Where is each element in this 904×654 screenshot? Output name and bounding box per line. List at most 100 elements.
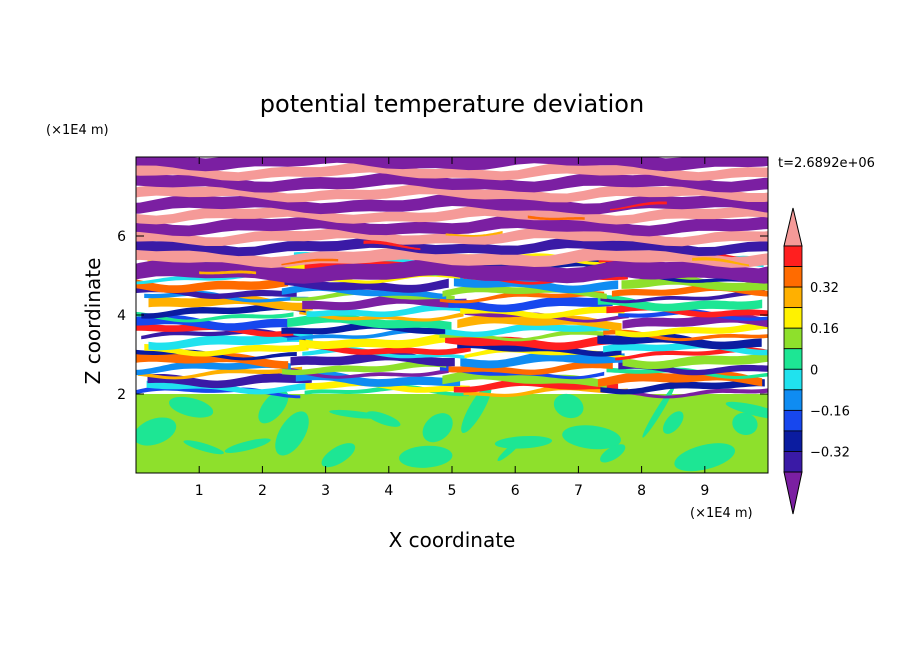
x-axis-label: X coordinate bbox=[389, 528, 516, 552]
upper-filament bbox=[692, 257, 749, 267]
boundary-eddy bbox=[642, 385, 675, 438]
boundary-eddy bbox=[600, 444, 626, 463]
colorbar-segment bbox=[783, 430, 803, 452]
mid-band bbox=[136, 352, 289, 369]
mid-band bbox=[281, 321, 446, 335]
boundary-eddy bbox=[732, 412, 758, 436]
mid-band bbox=[460, 351, 625, 369]
mid-band bbox=[620, 271, 768, 284]
colorbar: 0.32 0.16 0 −0.16 −0.32 bbox=[783, 207, 850, 515]
mid-band bbox=[453, 378, 619, 393]
time-label: t=2.6892e+06 bbox=[778, 156, 875, 171]
boundary-eddy bbox=[321, 443, 356, 468]
boundary-eddy bbox=[366, 411, 401, 427]
mid-band bbox=[136, 311, 294, 323]
colorbar-segment bbox=[783, 368, 803, 391]
boundary-eddy bbox=[422, 413, 453, 443]
upper-filament bbox=[363, 240, 421, 251]
colorbar-segment bbox=[783, 389, 803, 411]
colorbar-tick-label: −0.32 bbox=[810, 445, 850, 460]
boundary-eddy bbox=[725, 401, 768, 420]
upper-filament bbox=[199, 270, 257, 275]
upper-band bbox=[136, 171, 768, 193]
mid-band bbox=[136, 322, 294, 337]
mid-band bbox=[281, 359, 447, 376]
colorbar-segment bbox=[783, 409, 803, 432]
colorbar-segment bbox=[783, 451, 803, 473]
y-axis-unit: (×1E4 m) bbox=[46, 123, 109, 138]
x-tick-label: 9 bbox=[700, 483, 709, 499]
boundary-eddy bbox=[224, 438, 271, 453]
x-tick-label: 4 bbox=[384, 483, 393, 499]
upper-filament bbox=[281, 258, 339, 266]
colorbar-tick-label: 0.16 bbox=[810, 322, 839, 337]
mid-band bbox=[606, 367, 768, 379]
chart-title: potential temperature deviation bbox=[260, 90, 644, 118]
colorbar-tick-label: 0 bbox=[810, 363, 818, 378]
mid-band bbox=[600, 379, 765, 395]
mid-band bbox=[439, 330, 604, 342]
upper-filament bbox=[610, 201, 667, 211]
x-tick-label: 1 bbox=[195, 483, 204, 499]
mid-band bbox=[299, 309, 464, 322]
mid-band bbox=[622, 352, 768, 370]
mid-band bbox=[615, 321, 768, 338]
boundary-eddy bbox=[168, 396, 214, 418]
colorbar-tick-label: −0.16 bbox=[810, 404, 850, 419]
x-axis: 1 2 3 4 5 6 7 8 9 bbox=[195, 157, 709, 499]
upper-band bbox=[136, 183, 768, 203]
mid-band bbox=[457, 313, 622, 331]
boundary-eddy bbox=[674, 443, 736, 472]
colorbar-segment bbox=[783, 348, 803, 370]
y-tick-label: 2 bbox=[117, 387, 126, 403]
mid-band bbox=[448, 361, 613, 375]
x-axis-unit: (×1E4 m) bbox=[690, 506, 753, 521]
boundary-layer bbox=[136, 394, 768, 473]
colorbar-segment bbox=[783, 266, 803, 288]
boundary-eddy bbox=[461, 384, 492, 434]
boundary-eddy bbox=[399, 445, 453, 468]
colorbar-tick-label: 0.32 bbox=[810, 281, 839, 296]
x-tick-label: 5 bbox=[448, 483, 457, 499]
mid-band bbox=[611, 388, 768, 399]
colorbar-segment bbox=[783, 245, 803, 267]
boundary-eddy bbox=[275, 411, 309, 456]
mid-band bbox=[136, 276, 289, 293]
x-tick-label: 7 bbox=[574, 483, 583, 499]
mid-band bbox=[597, 295, 763, 312]
heatmap-field bbox=[136, 157, 768, 473]
y-axis: 2 4 6 bbox=[117, 229, 768, 403]
upper-band bbox=[136, 215, 768, 237]
upper-band bbox=[136, 161, 768, 181]
mid-band bbox=[290, 350, 455, 367]
mid-band bbox=[448, 296, 613, 313]
colorbar-extend-top bbox=[783, 207, 803, 247]
y-tick-label: 4 bbox=[117, 308, 126, 324]
x-tick-label: 8 bbox=[637, 483, 646, 499]
mid-band bbox=[445, 323, 610, 337]
x-tick-label: 2 bbox=[258, 483, 267, 499]
boundary-eddy bbox=[183, 440, 224, 455]
mid-band bbox=[304, 384, 469, 397]
y-axis-label: Z coordinate bbox=[81, 258, 105, 385]
upper-band bbox=[136, 258, 768, 284]
colorbar-extend-bottom bbox=[783, 471, 803, 515]
y-tick-label: 6 bbox=[117, 229, 126, 245]
x-tick-label: 6 bbox=[511, 483, 520, 499]
colorbar-segment bbox=[783, 307, 803, 329]
colorbar-segment bbox=[783, 286, 803, 309]
mid-band bbox=[284, 275, 449, 293]
mid-band bbox=[618, 309, 768, 321]
upper-band bbox=[136, 237, 768, 257]
colorbar-segment bbox=[783, 327, 803, 350]
upper-filament bbox=[527, 215, 585, 221]
upper-filament bbox=[445, 231, 503, 237]
mid-band bbox=[600, 289, 765, 304]
boundary-eddy bbox=[329, 409, 381, 419]
x-tick-label: 3 bbox=[321, 483, 330, 499]
boundary-eddy bbox=[136, 417, 177, 446]
mid-band bbox=[295, 370, 461, 387]
boundary-eddy bbox=[562, 425, 621, 450]
mid-band bbox=[284, 367, 449, 379]
